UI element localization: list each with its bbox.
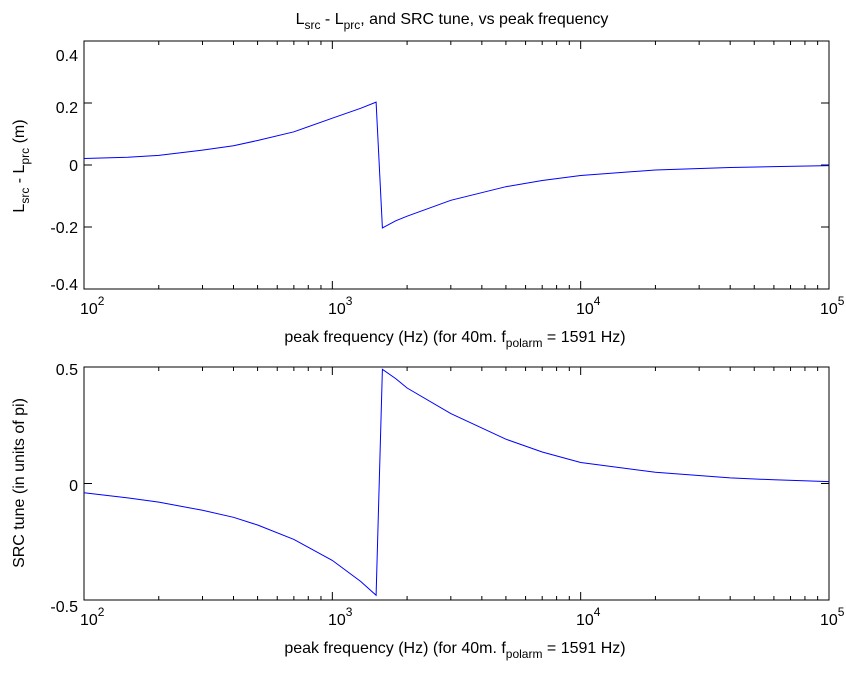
top-x-tick-label: 102	[80, 294, 105, 318]
top-x-tick-labels: 102 103 104 105	[80, 294, 845, 318]
top-series-line	[83, 101, 830, 229]
top-y-tick-labels: 0.4 0.2 0 -0.2 -0.4	[50, 48, 78, 294]
tick-exponent: 5	[838, 294, 845, 308]
bottom-y-tick-label: -0.5	[50, 599, 78, 616]
xlabel-text-end: = 1591 Hz)	[542, 329, 625, 346]
title-prc-subscript: prc	[344, 18, 361, 32]
top-y-tick-label: 0.2	[56, 100, 78, 117]
tick-base: 10	[328, 612, 346, 629]
top-y-axis-label: Lsrc - Lprc (m)	[11, 119, 32, 212]
title-rest: , and SRC tune, vs peak frequency	[360, 11, 608, 28]
title-src-subscript: src	[304, 18, 320, 32]
bottom-x-tick-label: 105	[820, 605, 845, 629]
title-l-prc-letter: - L	[320, 11, 343, 28]
ylabel-prc-subscript: prc	[18, 148, 32, 165]
tick-exponent: 3	[346, 605, 353, 619]
top-y-tick-label: 0.4	[56, 48, 78, 65]
top-x-tick-label: 104	[576, 294, 601, 318]
tick-exponent: 2	[98, 294, 105, 308]
bottom-x-tick-label: 103	[328, 605, 353, 629]
xlabel-text-end: = 1591 Hz)	[542, 640, 625, 657]
tick-base: 10	[576, 301, 594, 318]
bottom-y-tick-label: 0.5	[56, 362, 78, 379]
ylabel-l-prc-letter: - L	[11, 164, 28, 187]
top-y-tick-label: -0.4	[50, 277, 78, 294]
top-plot-area	[83, 40, 830, 290]
title-l-src-letter: L	[296, 11, 305, 28]
tick-exponent: 4	[594, 294, 601, 308]
tick-base: 10	[820, 612, 838, 629]
bottom-x-tick-label: 104	[576, 605, 601, 629]
ylabel-unit: (m)	[11, 119, 28, 147]
top-axis-ticks	[83, 40, 830, 290]
tick-base: 10	[576, 612, 594, 629]
top-x-tick-label: 103	[328, 294, 353, 318]
top-y-tick-label: 0	[69, 158, 78, 175]
xlabel-text: peak frequency (Hz) (for 40m. f	[284, 640, 506, 657]
tick-exponent: 2	[98, 605, 105, 619]
bottom-series-line	[83, 368, 830, 597]
ylabel-src-subscript: src	[18, 188, 32, 204]
bottom-x-axis-label: peak frequency (Hz) (for 40m. fpolarm = …	[284, 640, 625, 661]
top-x-tick-label: 105	[820, 294, 845, 318]
tick-base: 10	[80, 612, 98, 629]
bottom-y-axis-label: SRC tune (in units of pi)	[11, 398, 28, 568]
top-y-tick-label: -0.2	[50, 220, 78, 237]
bottom-x-tick-labels: 102 103 104 105	[80, 605, 845, 629]
tick-exponent: 5	[838, 605, 845, 619]
bottom-y-tick-labels: 0.5 0 -0.5	[50, 362, 78, 616]
bottom-axis-ticks	[83, 366, 830, 601]
ylabel-l-letter: L	[11, 204, 28, 213]
bottom-plot-area	[83, 366, 830, 601]
top-axes: 0.4 0.2 0 -0.2 -0.4 102 103 104 105 peak…	[11, 40, 845, 350]
bottom-x-tick-label: 102	[80, 605, 105, 629]
xlabel-subscript: polarm	[506, 647, 543, 661]
figure-title: Lsrc - Lprc, and SRC tune, vs peak frequ…	[296, 11, 609, 32]
tick-exponent: 4	[594, 605, 601, 619]
bottom-y-tick-label: 0	[69, 478, 78, 495]
tick-base: 10	[328, 301, 346, 318]
tick-exponent: 3	[346, 294, 353, 308]
tick-base: 10	[820, 301, 838, 318]
xlabel-subscript: polarm	[506, 336, 543, 350]
top-x-axis-label: peak frequency (Hz) (for 40m. fpolarm = …	[284, 329, 625, 350]
xlabel-text: peak frequency (Hz) (for 40m. f	[284, 329, 506, 346]
tick-base: 10	[80, 301, 98, 318]
bottom-axes: 0.5 0 -0.5 102 103 104 105 peak frequenc…	[11, 362, 845, 661]
